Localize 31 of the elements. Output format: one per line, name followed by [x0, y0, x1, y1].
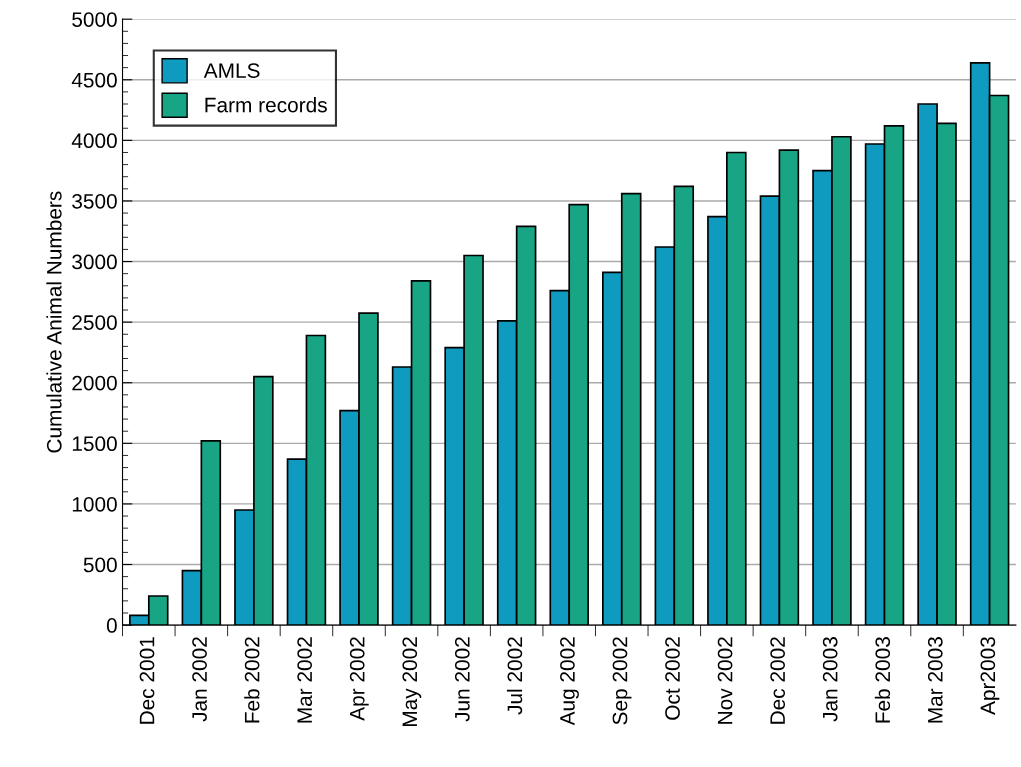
x-tick-label: Apr2003 — [980, 637, 1000, 715]
legend-label: Farm records — [205, 97, 327, 113]
y-tick-label: 1000 — [72, 496, 117, 512]
y-axis-title: Cumulative Animal Numbers — [46, 191, 62, 453]
y-tick-label: 3000 — [72, 254, 117, 270]
x-tick-label: Dec 2001 — [139, 637, 155, 724]
y-tick-label: 500 — [83, 557, 117, 573]
y-tick-label: 3500 — [72, 193, 117, 209]
x-tick-label: Mar 2003 — [927, 637, 943, 723]
x-tick-label: May 2002 — [402, 637, 422, 726]
x-tick-label: Oct 2002 — [665, 637, 680, 720]
x-tick-label: Feb 2003 — [874, 637, 891, 723]
x-tick-label: Jul 2002 — [506, 637, 523, 715]
y-tick-label: 5000 — [72, 12, 117, 27]
y-tick-label: 2500 — [72, 315, 117, 330]
x-tick-label: Mar 2002 — [297, 637, 313, 723]
x-tick-label: Aug 2002 — [560, 637, 579, 726]
y-tick-label: 2000 — [72, 375, 117, 391]
x-tick-label: Jun 2002 — [454, 637, 470, 722]
legend-label: AMLS — [203, 63, 260, 78]
x-tick-label: Sep 2002 — [612, 637, 632, 725]
x-tick-label: Jan 2002 — [192, 637, 207, 722]
y-tick-label: 4500 — [71, 72, 117, 88]
y-tick-label: 1500 — [72, 436, 117, 452]
x-tick-label: Feb 2002 — [244, 637, 260, 723]
x-tick-label: Apr 2002 — [349, 637, 369, 721]
y-tick-label: 0 — [106, 618, 117, 633]
y-tick-label: 4000 — [71, 133, 117, 149]
x-tick-label: Dec 2002 — [770, 637, 786, 724]
x-tick-label: Jan 2003 — [822, 637, 838, 722]
x-tick-label: Nov 2002 — [717, 637, 733, 724]
